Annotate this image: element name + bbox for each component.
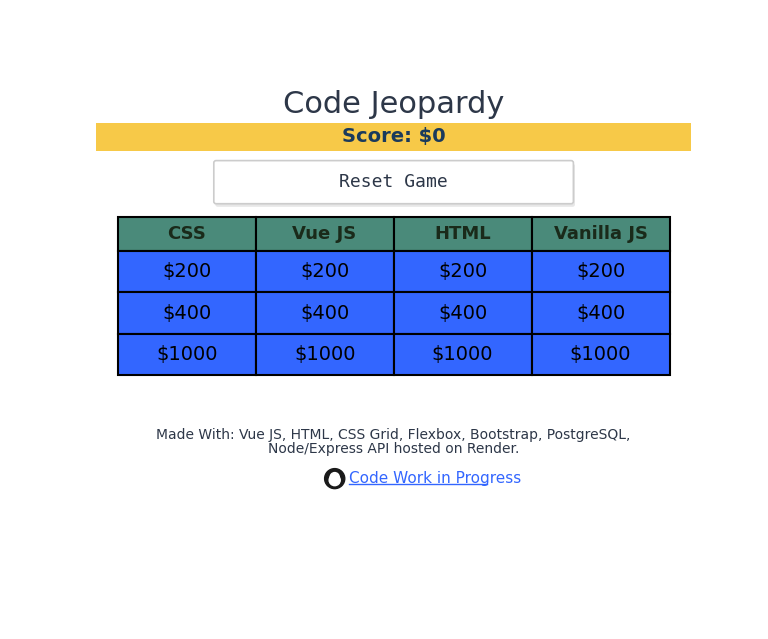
Text: Reset Game: Reset Game bbox=[339, 173, 448, 191]
Circle shape bbox=[330, 473, 339, 482]
Text: Code Work in Progress: Code Work in Progress bbox=[349, 471, 521, 486]
FancyBboxPatch shape bbox=[118, 217, 256, 250]
FancyBboxPatch shape bbox=[215, 164, 575, 207]
Text: $200: $200 bbox=[162, 262, 211, 281]
Text: $400: $400 bbox=[162, 304, 211, 323]
Text: $400: $400 bbox=[576, 304, 625, 323]
Text: $200: $200 bbox=[576, 262, 625, 281]
FancyBboxPatch shape bbox=[214, 160, 574, 204]
Text: $200: $200 bbox=[300, 262, 349, 281]
Text: $200: $200 bbox=[438, 262, 487, 281]
FancyBboxPatch shape bbox=[256, 217, 393, 250]
FancyBboxPatch shape bbox=[393, 217, 531, 250]
Text: CSS: CSS bbox=[167, 225, 206, 243]
FancyBboxPatch shape bbox=[531, 250, 670, 292]
Text: $1000: $1000 bbox=[432, 345, 493, 364]
Text: $400: $400 bbox=[300, 304, 349, 323]
FancyBboxPatch shape bbox=[118, 334, 256, 376]
FancyBboxPatch shape bbox=[118, 292, 256, 334]
Circle shape bbox=[325, 468, 345, 489]
Text: Vue JS: Vue JS bbox=[293, 225, 357, 243]
Text: Node/Express API hosted on Render.: Node/Express API hosted on Render. bbox=[268, 442, 519, 456]
FancyBboxPatch shape bbox=[393, 334, 531, 376]
FancyBboxPatch shape bbox=[118, 250, 256, 292]
Text: $1000: $1000 bbox=[294, 345, 356, 364]
Text: HTML: HTML bbox=[434, 225, 491, 243]
Text: Made With: Vue JS, HTML, CSS Grid, Flexbox, Bootstrap, PostgreSQL,: Made With: Vue JS, HTML, CSS Grid, Flexb… bbox=[157, 427, 631, 442]
Text: $1000: $1000 bbox=[156, 345, 217, 364]
FancyBboxPatch shape bbox=[531, 334, 670, 376]
Text: Score: $0: Score: $0 bbox=[342, 127, 445, 146]
FancyBboxPatch shape bbox=[531, 292, 670, 334]
Circle shape bbox=[329, 475, 340, 486]
FancyBboxPatch shape bbox=[393, 250, 531, 292]
FancyBboxPatch shape bbox=[256, 292, 393, 334]
FancyBboxPatch shape bbox=[531, 217, 670, 250]
Text: Vanilla JS: Vanilla JS bbox=[554, 225, 647, 243]
Text: $400: $400 bbox=[438, 304, 487, 323]
Text: Code Jeopardy: Code Jeopardy bbox=[283, 90, 505, 119]
Text: $1000: $1000 bbox=[570, 345, 631, 364]
FancyBboxPatch shape bbox=[96, 123, 691, 151]
FancyBboxPatch shape bbox=[393, 292, 531, 334]
FancyBboxPatch shape bbox=[256, 250, 393, 292]
FancyBboxPatch shape bbox=[256, 334, 393, 376]
